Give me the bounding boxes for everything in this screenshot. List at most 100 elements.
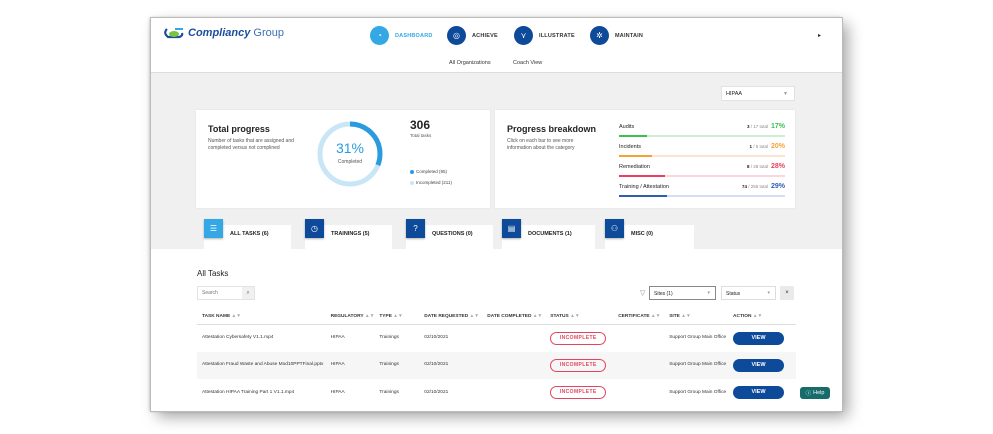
remediation-progress-bar: [619, 175, 785, 177]
task-name: Attestation Fraud Waste and Abuse Mod10P…: [197, 351, 326, 379]
certificate: [613, 324, 664, 352]
incidents-percent: 20%: [770, 143, 785, 150]
help-button[interactable]: ⓘ Help: [800, 387, 830, 399]
tab-questions[interactable]: ? QUESTIONS (0): [406, 219, 493, 249]
view-button[interactable]: VIEW: [733, 358, 785, 372]
subnav-all-organizations[interactable]: All Organizations: [449, 60, 491, 66]
breakdown-row-training[interactable]: Training / Attestation 74 / 255 total 29…: [619, 183, 785, 197]
more-menu-icon[interactable]: ▸: [818, 33, 822, 39]
subnav-coach-view[interactable]: Coach View: [513, 60, 543, 66]
progress-donut-chart: 31% Completed: [316, 120, 384, 188]
chevron-down-icon: ▾: [707, 290, 710, 296]
question-icon: ?: [406, 219, 425, 238]
total-tasks-count: 306: [410, 118, 431, 132]
sort-icon: ▲▼: [650, 313, 661, 319]
check-circle-icon: ◷: [305, 219, 324, 238]
target-icon: ◎: [447, 26, 466, 45]
site: Support Group Main Office: [669, 389, 727, 395]
progress-breakdown-card: Progress breakdown Click on each bar to …: [495, 110, 795, 208]
col-status[interactable]: STATUS ▲▼: [545, 309, 614, 325]
date-completed: [482, 351, 546, 379]
date-requested: 02/10/2021: [419, 351, 483, 379]
search-icon[interactable]: ⌕: [242, 287, 254, 299]
remediation-percent: 28%: [770, 163, 785, 170]
gear-icon: ✲: [590, 26, 609, 45]
audits-progress-bar: [619, 135, 785, 137]
brand-name: Compliancy: [188, 27, 251, 39]
chevron-down-icon: ▼: [783, 91, 788, 97]
col-regulatory[interactable]: REGULATORY ▲▼: [325, 309, 375, 325]
status-select[interactable]: Status ▾: [721, 286, 776, 300]
clear-filters-button[interactable]: ×: [780, 286, 794, 300]
type: Trainings: [379, 335, 399, 340]
legend-incompleted: Incompleted (211): [410, 180, 452, 185]
nav-illustrate[interactable]: ⋎ ILLUSTRATE: [514, 26, 575, 45]
sort-icon: ▲▼: [752, 313, 763, 319]
filter-icon[interactable]: ▽: [640, 290, 646, 297]
training-percent: 29%: [770, 183, 785, 190]
nav-maintain[interactable]: ✲ MAINTAIN: [590, 26, 643, 45]
view-button[interactable]: VIEW: [733, 386, 785, 400]
task-list-title: All Tasks: [197, 269, 229, 278]
progress-breakdown-subtitle: Click on each bar to see more informatio…: [507, 138, 575, 151]
progress-breakdown-title: Progress breakdown: [507, 124, 597, 134]
help-circle-icon: ⓘ: [805, 391, 812, 397]
sort-icon: ▲▼: [469, 313, 480, 319]
sort-icon: ▲▼: [364, 313, 375, 319]
table-header-row: TASK NAME ▲▼ REGULATORY ▲▼ TYPE ▲▼ DATE …: [197, 309, 796, 325]
tab-all-tasks[interactable]: ☰ ALL TASKS (6): [204, 219, 291, 249]
tasks-table: TASK NAME ▲▼ REGULATORY ▲▼ TYPE ▲▼ DATE …: [197, 309, 796, 407]
nav-achieve[interactable]: ◎ ACHIEVE: [447, 26, 498, 45]
site: Support Group Main Office: [664, 351, 729, 379]
users-gear-icon: ⚇: [605, 219, 624, 238]
col-action[interactable]: ACTION ▲▼: [728, 309, 796, 325]
sort-icon: ▲▼: [681, 313, 691, 319]
training-progress-bar: [619, 195, 785, 197]
sites-select[interactable]: Sites (1) ▾: [649, 286, 716, 300]
nav-label: DASHBOARD: [395, 32, 433, 39]
total-progress-card: Total progress Number of tasks that are …: [196, 110, 490, 208]
regulation-select-value: HIPAA: [726, 91, 743, 97]
brand-suffix: Group: [253, 27, 284, 39]
type: Trainings: [379, 389, 399, 395]
tab-misc[interactable]: ⚇ MISC (0): [605, 219, 694, 249]
search-box: ⌕: [197, 286, 255, 300]
nav-label: ILLUSTRATE: [539, 32, 575, 39]
status-badge: INCOMPLETE: [550, 386, 607, 400]
col-task-name[interactable]: TASK NAME ▲▼: [197, 309, 326, 325]
list-icon: ☰: [204, 219, 223, 238]
tab-documents[interactable]: ▤ DOCUMENTS (1): [502, 219, 595, 249]
chevron-down-icon: ▾: [767, 290, 770, 296]
sort-icon: ▲▼: [532, 313, 543, 319]
date-requested: 02/10/2021: [424, 335, 449, 340]
view-button[interactable]: VIEW: [733, 331, 785, 345]
nav-label: ACHIEVE: [472, 32, 498, 39]
breakdown-row-remediation[interactable]: Remediation 8 / 28 total 28%: [619, 163, 785, 177]
col-certificate[interactable]: CERTIFICATE ▲▼: [613, 309, 665, 325]
col-date-completed[interactable]: DATE COMPLETED ▲▼: [482, 309, 546, 325]
col-date-requested[interactable]: DATE REQUESTED ▲▼: [419, 309, 483, 325]
breakdown-row-incidents[interactable]: Incidents 1 / 5 total 20%: [619, 143, 785, 157]
regulation-select[interactable]: HIPAA ▼: [721, 86, 795, 101]
incidents-progress-bar: [619, 155, 785, 157]
breakdown-row-audits[interactable]: Audits 3 / 17 total 17%: [619, 123, 785, 137]
regulatory: HIPAA: [330, 389, 345, 395]
dashboard-gauge-icon: ◔: [370, 26, 389, 45]
col-site[interactable]: SITE ▲▼: [664, 309, 729, 325]
status-badge: INCOMPLETE: [550, 331, 607, 345]
search-input[interactable]: [198, 287, 242, 299]
logo[interactable]: Compliancy Group: [163, 27, 284, 39]
sort-icon: ▲▼: [231, 313, 242, 319]
sub-navbar: All Organizations Coach View: [151, 54, 842, 73]
legend-completed: Completed (95): [410, 169, 447, 174]
logo-mark-icon: [164, 28, 184, 39]
sort-icon: ▲▼: [393, 313, 403, 319]
col-type[interactable]: TYPE ▲▼: [374, 309, 420, 325]
total-progress-subtitle: Number of tasks that are assigned and co…: [208, 138, 294, 151]
nav-dashboard[interactable]: ◔ DASHBOARD: [370, 26, 433, 45]
certificate: [613, 379, 664, 407]
total-progress-title: Total progress: [208, 124, 270, 134]
tab-trainings[interactable]: ◷ TRAININGS (5): [305, 219, 392, 249]
table-row: Attestation HIPAA Training Part 1 V1.1.m…: [197, 379, 796, 407]
total-tasks-label: Total tasks: [410, 133, 432, 138]
